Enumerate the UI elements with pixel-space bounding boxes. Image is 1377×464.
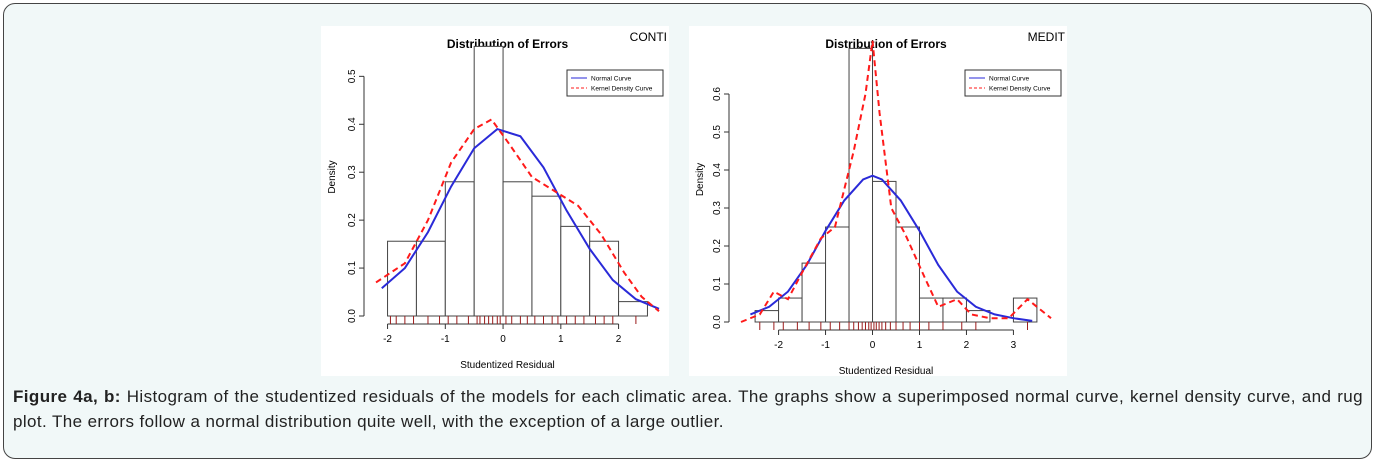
y-tick-label: 0.2 (712, 239, 723, 253)
caption: Figure 4a, b: Histogram of the studentiz… (13, 384, 1363, 434)
x-tick-label: 2 (964, 340, 970, 351)
x-tick-label: 3 (1011, 340, 1017, 351)
corner-label: CONTI (630, 30, 667, 44)
x-tick-label: -1 (821, 340, 830, 351)
bar (825, 226, 850, 323)
y-axis-label: Density (327, 160, 338, 193)
bar (1012, 297, 1038, 323)
y-tick-label: 0.0 (712, 315, 723, 329)
legend-label: Normal Curve (989, 76, 1029, 83)
x-tick-label: 2 (616, 334, 622, 345)
x-tick-label: 1 (558, 334, 564, 345)
y-tick-label: 0.0 (347, 309, 358, 323)
x-tick-label: -2 (774, 340, 783, 351)
x-axis-label: Studentized Residual (839, 366, 934, 376)
y-tick-label: 0.6 (712, 87, 723, 101)
y-tick-label: 0.4 (347, 117, 358, 131)
bar (801, 262, 827, 323)
y-tick-label: 0.4 (712, 163, 723, 177)
bar (918, 297, 944, 323)
bar (589, 240, 620, 317)
bar (872, 180, 897, 323)
y-tick-label: 0.5 (347, 69, 358, 83)
bar (754, 310, 780, 323)
x-tick-label: -2 (383, 334, 392, 345)
y-tick-label: 0.3 (712, 201, 723, 215)
y-tick-label: 0.1 (712, 277, 723, 291)
y-tick-label: 0.1 (347, 261, 358, 275)
figure-frame: Distribution of Errors CONTI 0.0 0.1 0.2 0.3 0… (3, 3, 1372, 459)
y-axis-label: Density (695, 163, 706, 196)
x-tick-label: 0 (870, 340, 876, 351)
legend-label: Kernel Density Curve (989, 86, 1051, 93)
legend-label: Kernel Density Curve (591, 86, 653, 93)
bar (848, 47, 874, 323)
bar (531, 195, 562, 317)
bar (502, 181, 533, 317)
x-axis-label: Studentized Residual (460, 360, 555, 371)
x-tick-label: 1 (917, 340, 923, 351)
legend-box (566, 69, 664, 97)
y-tick-label: 0.5 (712, 125, 723, 139)
caption-label: Figure 4a, b: (13, 387, 121, 406)
bar (618, 301, 648, 317)
bar (778, 297, 803, 323)
chart: Distribution of Errors CONTI 0.0 0.1 0.2 0.3 0… (321, 26, 669, 376)
chart-title: Distribution of Errors (825, 37, 947, 51)
density-curve (740, 40, 1052, 323)
x-tick-label: -1 (441, 334, 450, 345)
x-tick-label: 0 (500, 334, 506, 345)
bar (942, 297, 967, 323)
y-tick-label: 0.2 (347, 213, 358, 227)
caption-text: Histogram of the studentized residuals o… (13, 387, 1363, 431)
legend-label: Normal Curve (591, 76, 631, 83)
chart: Distribution of Errors MEDIT 0.0 0.1 0.2 0.3 0… (689, 26, 1067, 376)
corner-label: MEDIT (1028, 30, 1066, 44)
bar (895, 226, 920, 323)
chart-title: Distribution of Errors (447, 37, 569, 51)
bar (415, 240, 446, 317)
bar (473, 45, 504, 317)
y-tick-label: 0.3 (347, 165, 358, 179)
density-curve (381, 127, 660, 310)
bar (444, 181, 475, 317)
legend-box (964, 69, 1062, 97)
bar (965, 310, 991, 323)
density-curve (375, 118, 660, 312)
